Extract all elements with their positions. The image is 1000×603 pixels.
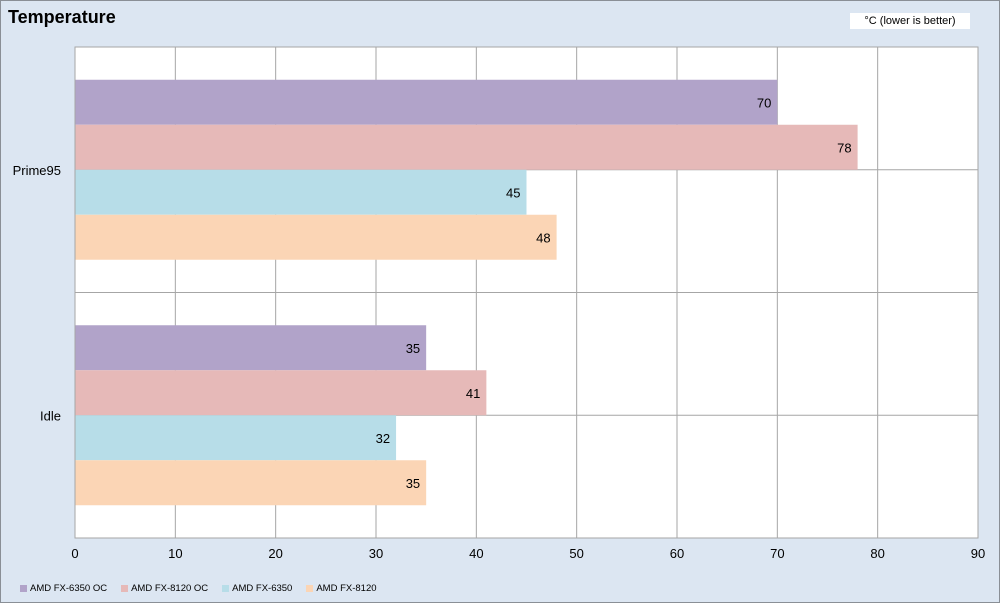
- x-tick-label: 40: [469, 546, 483, 561]
- legend-label: AMD FX-6350: [232, 583, 293, 594]
- data-label: 48: [536, 230, 550, 245]
- category-label: Idle: [40, 408, 61, 423]
- x-tick-label: 10: [168, 546, 182, 561]
- bar: [75, 124, 858, 170]
- x-tick-label: 60: [670, 546, 684, 561]
- x-tick-label: 90: [971, 546, 985, 561]
- legend-label: AMD FX-8120: [316, 583, 377, 594]
- x-tick-label: 80: [870, 546, 884, 561]
- legend-swatch: [222, 585, 230, 592]
- data-label: 45: [506, 185, 520, 200]
- bar: [75, 214, 557, 260]
- legend-swatch: [121, 585, 129, 592]
- data-label: 35: [406, 476, 420, 491]
- legend-item: AMD FX-8120: [306, 583, 377, 594]
- data-label: 32: [376, 431, 390, 446]
- chart-title: Temperature: [8, 7, 116, 27]
- bar: [75, 169, 527, 215]
- bar: [75, 325, 427, 371]
- plot-border: [74, 46, 979, 539]
- data-label: 78: [837, 140, 851, 155]
- legend-item: AMD FX-6350: [222, 583, 292, 594]
- legend-item: AMD FX-8120 OC: [121, 583, 208, 594]
- data-label: 35: [406, 341, 420, 356]
- x-tick-label: 30: [369, 546, 383, 561]
- x-tick-label: 0: [71, 546, 78, 561]
- data-label: 41: [466, 386, 480, 401]
- legend-swatch: [306, 585, 314, 592]
- category-label: Prime95: [13, 163, 61, 178]
- x-tick-label: 50: [569, 546, 583, 561]
- data-label: 70: [757, 95, 771, 110]
- legend-label: AMD FX-6350 OC: [30, 583, 108, 594]
- legend-swatch: [20, 585, 27, 592]
- bar: [75, 460, 427, 506]
- legend: AMD FX-6350 OC AMD FX-8120 OC AMD FX-6350 A…: [20, 583, 377, 594]
- bar: [75, 415, 397, 461]
- bar: [75, 79, 778, 125]
- legend-label: AMD FX-8120 OC: [131, 583, 209, 594]
- x-tick-label: 70: [770, 546, 784, 561]
- unit-label: °C (lower is better): [850, 13, 970, 29]
- bar: [75, 370, 487, 416]
- x-tick-label: 20: [268, 546, 282, 561]
- legend-item: AMD FX-6350 OC: [20, 583, 107, 594]
